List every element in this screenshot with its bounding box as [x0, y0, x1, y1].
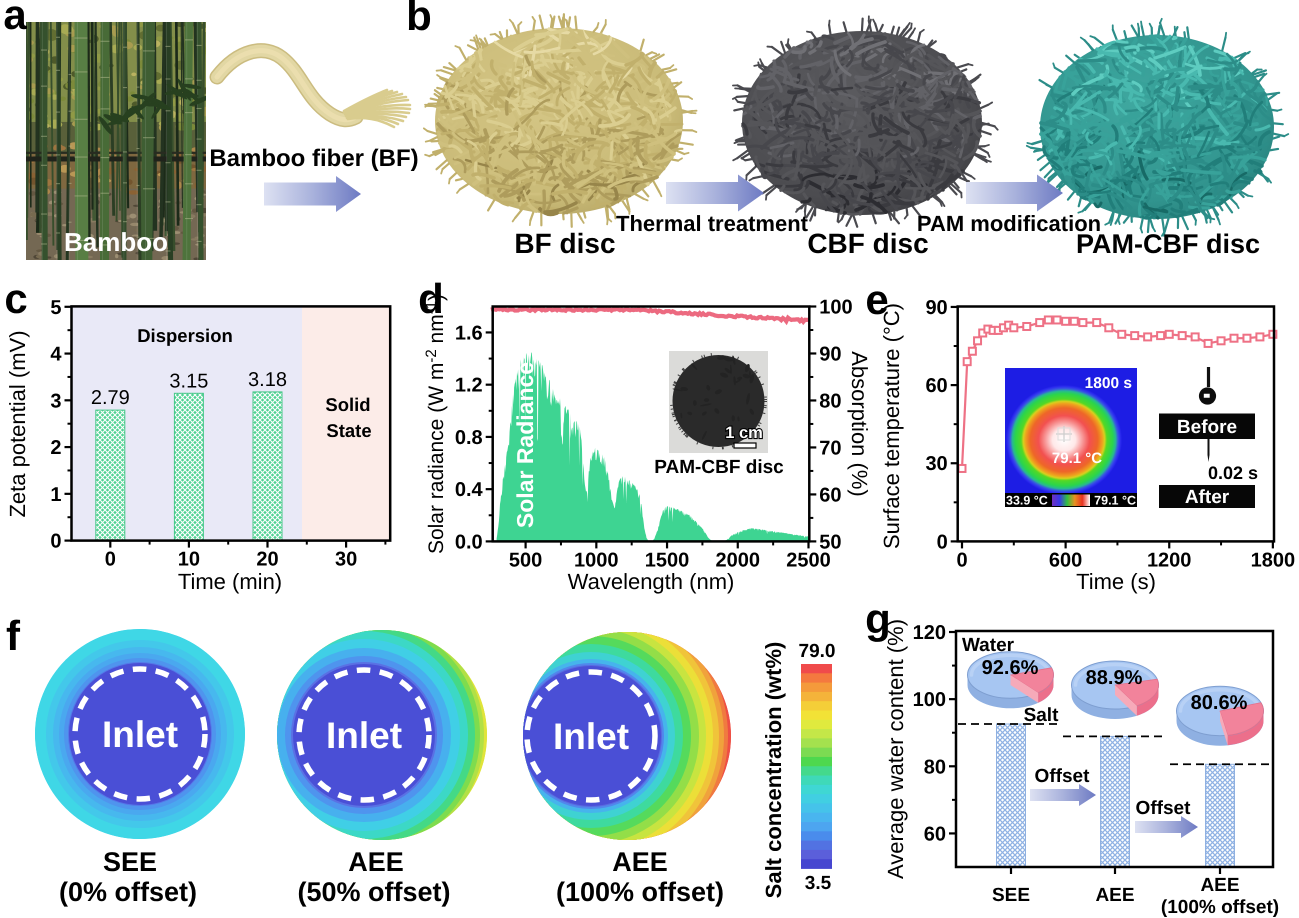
svg-text:80: 80: [924, 756, 946, 778]
svg-text:Solar radiance (W m-2 nm-1): Solar radiance (W m-2 nm-1): [423, 294, 448, 554]
svg-text:90: 90: [819, 344, 841, 366]
svg-text:80.6%: 80.6%: [1191, 692, 1248, 714]
svg-text:Thermal treatment: Thermal treatment: [616, 211, 809, 236]
svg-text:PAM-CBF disc: PAM-CBF disc: [654, 457, 784, 478]
svg-text:0: 0: [937, 531, 948, 553]
svg-text:Wavelength (nm): Wavelength (nm): [568, 569, 735, 594]
svg-text:AEE: AEE: [1095, 885, 1134, 906]
svg-text:30: 30: [925, 453, 947, 475]
svg-text:Dispersion: Dispersion: [137, 325, 233, 346]
svg-text:Bamboo: Bamboo: [64, 227, 168, 257]
svg-text:79.1 °C: 79.1 °C: [1052, 450, 1102, 467]
svg-text:10: 10: [178, 549, 200, 571]
svg-text:50: 50: [819, 531, 841, 553]
svg-text:2000: 2000: [716, 549, 761, 571]
svg-text:60: 60: [925, 375, 947, 397]
svg-text:80: 80: [819, 391, 841, 413]
svg-text:SEE: SEE: [992, 885, 1030, 906]
svg-text:Solid: Solid: [325, 394, 370, 415]
svg-text:Inlet: Inlet: [553, 716, 629, 757]
svg-text:70: 70: [819, 437, 841, 459]
svg-text:AEE: AEE: [348, 847, 404, 877]
svg-text:PAM modification: PAM modification: [917, 211, 1101, 236]
svg-text:500: 500: [509, 549, 542, 571]
svg-text:f: f: [6, 612, 21, 659]
svg-text:3.18: 3.18: [248, 369, 287, 391]
svg-text:60: 60: [924, 823, 946, 845]
svg-text:120: 120: [913, 622, 946, 644]
svg-text:4: 4: [50, 344, 62, 366]
svg-text:Offset: Offset: [1035, 766, 1091, 787]
svg-text:Inlet: Inlet: [326, 715, 402, 756]
svg-text:c: c: [4, 275, 27, 322]
svg-text:Water: Water: [962, 635, 1015, 656]
svg-text:100: 100: [819, 297, 852, 319]
svg-text:1.2: 1.2: [455, 375, 483, 397]
svg-text:Offset: Offset: [1136, 798, 1192, 819]
svg-text:1800: 1800: [1251, 549, 1296, 571]
svg-text:(100% offset): (100% offset): [1161, 897, 1279, 918]
svg-text:2.79: 2.79: [91, 387, 130, 409]
svg-text:Inlet: Inlet: [102, 714, 178, 755]
svg-text:BF disc: BF disc: [514, 228, 615, 259]
svg-text:100: 100: [913, 689, 946, 711]
svg-text:(100% offset): (100% offset): [556, 877, 724, 907]
svg-text:33.9 °C: 33.9 °C: [1006, 494, 1048, 508]
svg-text:1200: 1200: [1147, 549, 1192, 571]
svg-text:3: 3: [50, 390, 61, 412]
svg-text:PAM-CBF disc: PAM-CBF disc: [1076, 229, 1260, 259]
svg-text:State: State: [326, 420, 371, 441]
svg-text:After: After: [1185, 487, 1230, 508]
svg-text:3.5: 3.5: [805, 873, 832, 894]
svg-text:Salt concentration (wt%): Salt concentration (wt%): [761, 642, 786, 899]
svg-text:1 cm: 1 cm: [725, 424, 763, 442]
svg-text:600: 600: [1049, 549, 1082, 571]
svg-text:1: 1: [50, 484, 61, 506]
svg-text:Average water content (%): Average water content (%): [883, 619, 908, 879]
svg-text:3.15: 3.15: [169, 370, 208, 392]
svg-text:90: 90: [925, 297, 947, 319]
svg-text:b: b: [406, 0, 432, 39]
svg-text:Bamboo fiber (BF): Bamboo fiber (BF): [209, 145, 418, 172]
svg-text:(50% offset): (50% offset): [297, 877, 450, 907]
svg-text:e: e: [865, 276, 888, 323]
svg-text:g: g: [865, 595, 891, 642]
svg-text:79.0: 79.0: [799, 641, 836, 662]
svg-text:2: 2: [50, 437, 61, 459]
svg-text:Salt: Salt: [1024, 705, 1060, 726]
svg-text:AEE: AEE: [1200, 875, 1239, 896]
svg-text:1.6: 1.6: [455, 322, 483, 344]
svg-text:1500: 1500: [645, 549, 690, 571]
svg-text:0.02 s: 0.02 s: [1208, 463, 1258, 483]
svg-text:2500: 2500: [786, 549, 831, 571]
svg-text:1000: 1000: [574, 549, 619, 571]
svg-text:30: 30: [335, 549, 357, 571]
svg-text:0.8: 0.8: [455, 427, 483, 449]
svg-text:Zeta potential (mV): Zeta potential (mV): [5, 330, 30, 517]
svg-text:0: 0: [956, 549, 967, 571]
svg-text:Absorption (%): Absorption (%): [847, 351, 872, 497]
svg-text:Time (s): Time (s): [1076, 569, 1156, 594]
svg-text:Before: Before: [1177, 417, 1237, 438]
svg-text:88.9%: 88.9%: [1086, 667, 1143, 689]
svg-text:0.0: 0.0: [455, 531, 483, 553]
svg-text:1800 s: 1800 s: [1085, 375, 1132, 392]
svg-text:79.1 °C: 79.1 °C: [1094, 494, 1136, 508]
svg-text:20: 20: [256, 549, 278, 571]
svg-text:a: a: [3, 0, 27, 38]
svg-text:60: 60: [819, 484, 841, 506]
svg-text:0: 0: [105, 549, 116, 571]
svg-text:d: d: [418, 275, 444, 322]
svg-text:AEE: AEE: [612, 847, 668, 877]
svg-text:0.4: 0.4: [455, 479, 484, 501]
svg-text:Solar Radiance: Solar Radiance: [512, 362, 538, 528]
svg-text:(0% offset): (0% offset): [59, 877, 197, 907]
svg-text:SEE: SEE: [103, 847, 157, 877]
svg-text:92.6%: 92.6%: [982, 657, 1039, 679]
svg-text:Surface temperature (°C): Surface temperature (°C): [879, 303, 904, 549]
svg-text:CBF disc: CBF disc: [807, 228, 928, 259]
svg-text:5: 5: [50, 297, 61, 319]
svg-text:0: 0: [50, 531, 61, 553]
svg-text:Time (min): Time (min): [178, 569, 282, 594]
